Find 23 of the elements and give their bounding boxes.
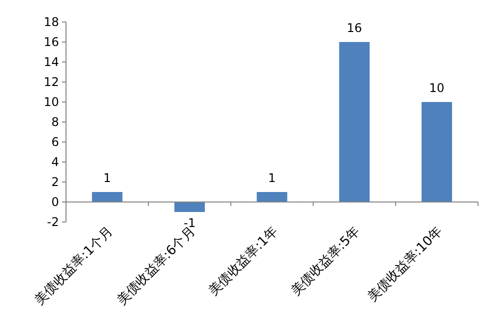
y-tick-label: 0 [51,195,59,209]
y-tick-label: 6 [51,135,59,149]
bar [174,202,205,212]
y-tick-label: 4 [51,155,59,169]
y-tick-label: 10 [44,95,59,109]
y-tick-label: 12 [44,75,59,89]
data-label: 10 [429,81,444,95]
bar [92,192,122,202]
data-label: 16 [346,21,362,35]
x-tick-label: 美债收益率:10年 [364,224,446,305]
y-tick-label: 16 [44,35,59,49]
bar [256,192,288,202]
data-label: 1 [103,171,112,185]
y-tick-label: 18 [44,15,59,29]
bar [339,42,370,202]
data-label: 1 [268,171,276,185]
y-tick-label: 8 [51,115,59,129]
y-tick-label: -2 [47,215,59,229]
x-tick-label: 美债收益率:1年 [205,224,281,299]
y-tick-label: 2 [51,175,59,189]
y-tick-label: 14 [44,55,59,69]
x-tick-label: 美债收益率:5年 [288,224,364,299]
bar [422,102,452,202]
